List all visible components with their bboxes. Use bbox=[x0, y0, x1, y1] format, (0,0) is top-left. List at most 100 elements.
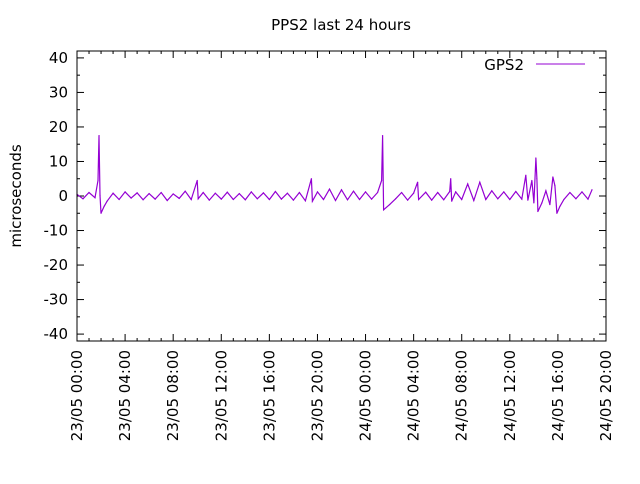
data-point bbox=[346, 199, 349, 201]
y-tick-label: -10 bbox=[44, 222, 69, 240]
data-point bbox=[172, 193, 174, 195]
x-tick-label: 24/05 04:00 bbox=[405, 350, 423, 441]
y-tick-label: 10 bbox=[49, 152, 68, 170]
data-point bbox=[515, 190, 517, 193]
data-point bbox=[202, 191, 204, 194]
data-point bbox=[509, 198, 511, 201]
data-point bbox=[545, 190, 547, 192]
x-tick-label: 23/05 12:00 bbox=[212, 350, 230, 441]
data-point bbox=[334, 199, 337, 202]
data-point bbox=[525, 174, 527, 176]
data-point bbox=[418, 198, 420, 201]
data-point bbox=[467, 183, 469, 185]
data-point bbox=[226, 191, 228, 193]
y-tick-label: -40 bbox=[44, 325, 69, 343]
data-point bbox=[382, 209, 385, 211]
data-point bbox=[106, 200, 108, 202]
data-point bbox=[417, 181, 419, 183]
data-point bbox=[497, 198, 499, 200]
x-tick-label: 24/05 00:00 bbox=[357, 350, 375, 441]
legend: GPS2 bbox=[484, 56, 585, 74]
data-point bbox=[554, 185, 556, 187]
data-point bbox=[450, 178, 452, 180]
data-point bbox=[82, 198, 84, 200]
legend-label: GPS2 bbox=[484, 56, 524, 74]
data-point bbox=[388, 204, 391, 206]
data-point bbox=[449, 190, 451, 193]
y-axis-label: microseconds bbox=[7, 144, 25, 248]
data-point bbox=[358, 198, 361, 201]
y-tick-label: 20 bbox=[49, 118, 68, 136]
data-point bbox=[533, 202, 535, 204]
series-line-gps2 bbox=[76, 135, 593, 214]
data-point bbox=[479, 181, 481, 183]
data-point bbox=[274, 190, 276, 193]
data-point bbox=[451, 200, 453, 202]
data-point bbox=[485, 198, 487, 201]
data-point bbox=[298, 191, 301, 194]
data-point bbox=[587, 198, 589, 200]
data-point bbox=[431, 199, 433, 201]
x-tick-label: 23/05 00:00 bbox=[68, 350, 86, 441]
data-point bbox=[196, 179, 198, 182]
data-point bbox=[461, 198, 463, 201]
data-point bbox=[130, 197, 132, 199]
data-point bbox=[262, 192, 264, 194]
data-point bbox=[340, 189, 343, 191]
data-point bbox=[197, 198, 199, 200]
data-point bbox=[541, 202, 543, 204]
data-point bbox=[316, 191, 319, 193]
data-point bbox=[563, 198, 565, 201]
data-point bbox=[581, 191, 583, 193]
data-point bbox=[244, 199, 246, 201]
data-point bbox=[559, 205, 561, 207]
x-tick-label: 24/05 16:00 bbox=[549, 350, 567, 441]
y-tick-label: -30 bbox=[44, 291, 69, 309]
data-point bbox=[535, 157, 537, 159]
data-point bbox=[268, 198, 270, 201]
data-point bbox=[527, 199, 529, 201]
data-point bbox=[328, 188, 331, 190]
data-point bbox=[503, 191, 505, 193]
data-point bbox=[381, 134, 384, 137]
data-point bbox=[148, 192, 150, 195]
y-tick-label: -20 bbox=[44, 256, 69, 274]
data-point bbox=[443, 199, 445, 201]
data-point bbox=[311, 200, 314, 202]
chart-title: PPS2 last 24 hours bbox=[271, 16, 411, 34]
data-point bbox=[380, 179, 383, 182]
x-tick-label: 23/05 20:00 bbox=[308, 350, 326, 441]
data-point bbox=[160, 191, 162, 194]
data-point bbox=[407, 199, 409, 201]
data-point bbox=[376, 191, 379, 194]
data-point bbox=[521, 198, 523, 200]
data-point bbox=[232, 198, 234, 201]
data-point bbox=[220, 198, 222, 200]
data-point bbox=[536, 178, 538, 180]
data-point bbox=[591, 189, 593, 191]
data-point bbox=[142, 199, 144, 201]
x-tick-label: 24/05 20:00 bbox=[597, 350, 615, 441]
data-point bbox=[99, 194, 101, 196]
data-point bbox=[364, 191, 367, 193]
data-point bbox=[556, 212, 558, 214]
data-point bbox=[537, 210, 539, 213]
data-point bbox=[94, 197, 96, 199]
data-point bbox=[280, 198, 282, 200]
y-tick-label: 0 bbox=[58, 187, 68, 205]
data-point bbox=[166, 199, 168, 202]
plot-border bbox=[76, 50, 607, 342]
data-point bbox=[118, 198, 120, 201]
data-point bbox=[569, 191, 571, 194]
data-point bbox=[184, 190, 186, 192]
data-point bbox=[395, 198, 397, 200]
data-point bbox=[473, 199, 475, 202]
data-point bbox=[401, 191, 403, 194]
data-point bbox=[136, 192, 138, 194]
data-point bbox=[437, 191, 439, 194]
data-point bbox=[304, 200, 307, 202]
data-point bbox=[491, 190, 493, 192]
data-point bbox=[154, 198, 156, 200]
